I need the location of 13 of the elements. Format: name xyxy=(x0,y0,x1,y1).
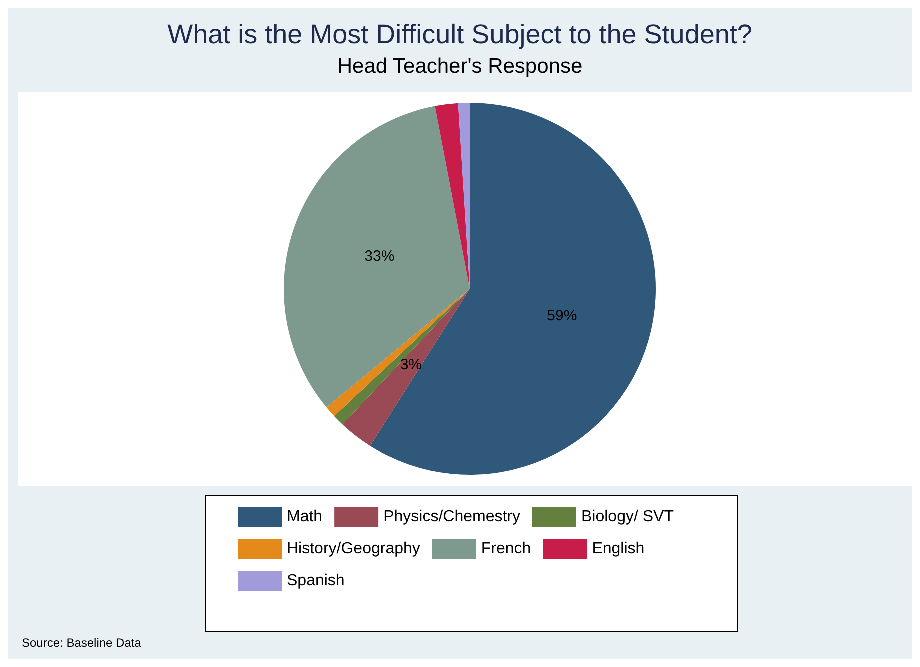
legend-label: Physics/Chemestry xyxy=(384,508,520,526)
data-label: 3% xyxy=(400,356,422,374)
legend-label: Math xyxy=(287,508,323,526)
chart-subtitle: Head Teacher's Response xyxy=(337,55,583,78)
legend-label: English xyxy=(592,540,645,558)
data-label: 33% xyxy=(364,248,395,265)
legend-label: Spanish xyxy=(287,572,345,590)
legend-label: History/Geography xyxy=(287,540,420,558)
source-note: Source: Baseline Data xyxy=(22,636,142,650)
legend-label: French xyxy=(481,540,532,558)
legend-label: Biology/ SVT xyxy=(581,508,674,526)
data-label: 59% xyxy=(547,307,578,324)
chart-title: What is the Most Difficult Subject to the Student? xyxy=(168,20,752,50)
